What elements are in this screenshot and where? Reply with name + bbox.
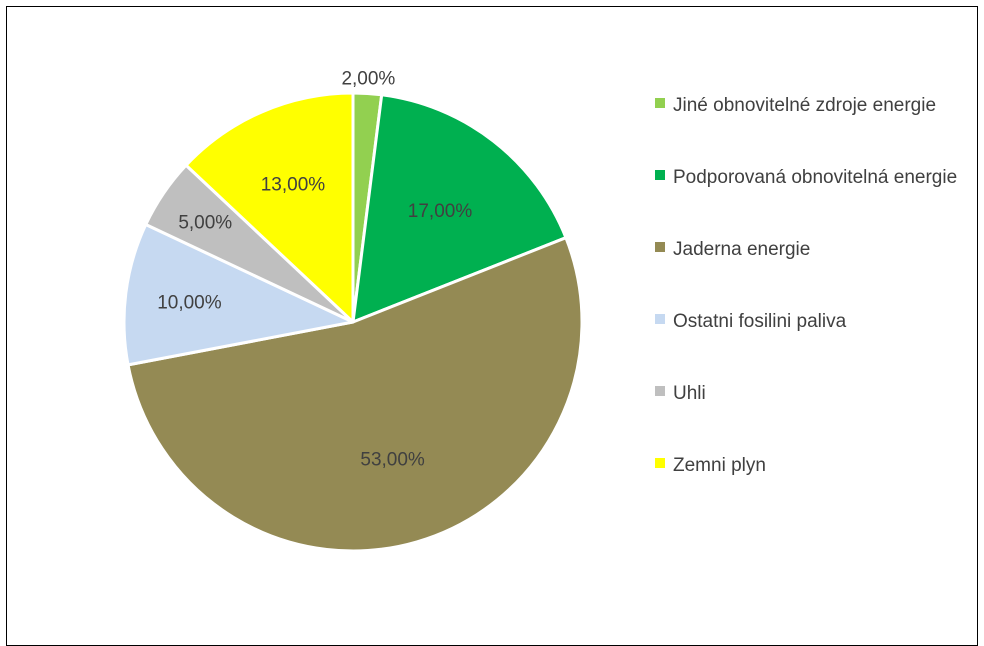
legend: Jiné obnovitelné zdroje energie Podporov… — [655, 92, 975, 524]
legend-label: Jaderna energie — [673, 239, 811, 260]
pie-slice — [122, 222, 355, 367]
pie-data-label: 13,00% — [261, 174, 326, 195]
legend-label: Podporovaná obnovitelná energie — [673, 167, 958, 188]
legend-swatch — [655, 98, 665, 108]
legend-label: Uhli — [673, 383, 706, 404]
pie-data-label: 53,00% — [360, 449, 425, 470]
legend-swatch — [655, 386, 665, 396]
pie-slice — [351, 93, 568, 324]
pie-slices — [122, 91, 584, 553]
legend-item-uhli: Uhli — [655, 380, 975, 452]
pie-data-label: 5,00% — [178, 213, 232, 234]
legend-item-zemni-plyn: Zemni plyn — [655, 452, 975, 524]
pie-data-label: 2,00% — [341, 68, 395, 89]
pie-slice — [184, 91, 355, 324]
pie-data-labels: 2,00% 17,00% 53,00% 10,00% 5,00% 13,00% — [157, 68, 472, 470]
pie-data-label: 17,00% — [408, 201, 473, 222]
pie-slice — [126, 236, 584, 553]
legend-swatch — [655, 458, 665, 468]
legend-swatch — [655, 314, 665, 324]
legend-item-jine-obnovitelne: Jiné obnovitelné zdroje energie — [655, 92, 975, 164]
legend-label: Zemni plyn — [673, 455, 766, 476]
legend-item-jaderna-energie: Jaderna energie — [655, 236, 975, 308]
legend-label: Jiné obnovitelné zdroje energie — [673, 95, 937, 116]
legend-item-ostatni-fosilini-paliva: Ostatni fosilini paliva — [655, 308, 975, 380]
legend-swatch — [655, 242, 665, 252]
pie-data-label: 10,00% — [157, 292, 222, 313]
legend-swatch — [655, 170, 665, 180]
legend-item-podporovana-obnovitelna: Podporovaná obnovitelná energie — [655, 164, 975, 236]
legend-label: Ostatni fosilini paliva — [673, 311, 847, 332]
